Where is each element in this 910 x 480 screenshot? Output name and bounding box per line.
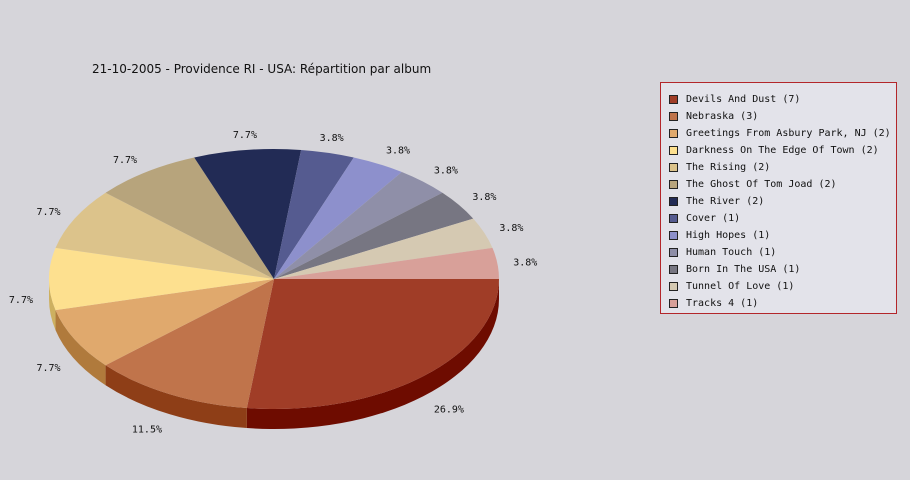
pie-slice-high-hopes <box>274 157 402 279</box>
legend-swatch <box>669 145 678 155</box>
legend-label: Darkness On The Edge Of Town (2) <box>686 144 879 156</box>
chart-title: 21-10-2005 - Providence RI - USA: Répart… <box>92 62 432 76</box>
pie-label-human-touch: 3.8% <box>434 166 458 177</box>
pie-slice-greetings-from-asbury-park-nj <box>55 279 275 366</box>
pie-label-high-hopes: 3.8% <box>386 146 410 157</box>
legend-item-the-ghost-of-tom-joad: The Ghost Of Tom Joad (2) <box>669 177 837 191</box>
legend-item-born-in-the-usa: Born In The USA (1) <box>669 262 800 276</box>
legend-label: Cover (1) <box>686 212 741 224</box>
legend-swatch <box>669 230 678 240</box>
legend-label: Greetings From Asbury Park, NJ (2) <box>686 127 891 139</box>
legend-swatch <box>669 111 678 121</box>
pie-side-greetings-from-asbury-park-nj <box>55 310 106 386</box>
legend-swatch <box>669 162 678 172</box>
legend-label: Born In The USA (1) <box>686 263 801 275</box>
legend-item-tunnel-of-love: Tunnel Of Love (1) <box>669 279 794 293</box>
legend-item-the-river: The River (2) <box>669 194 764 208</box>
pie-chart: 26.9% 11.5% 7.7% 7.7% 7.7% 7.7% 7.7% 3.8% 3.8% 3.… <box>9 130 537 435</box>
pie-slice-the-rising <box>55 192 275 279</box>
pie-slice-the-river <box>194 149 302 279</box>
legend-swatch <box>669 213 678 223</box>
legend-item-devils-and-dust: Devils And Dust (7) <box>669 92 800 106</box>
legend-swatch <box>669 247 678 257</box>
pie-slice-human-touch <box>274 172 443 279</box>
pie-side-darkness-on-the-edge-of-town <box>49 279 56 331</box>
legend-swatch <box>669 264 678 274</box>
pie-label-born-in-the-usa: 3.8% <box>472 192 496 203</box>
legend-swatch <box>669 128 678 138</box>
pie-slice-the-ghost-of-tom-joad <box>105 157 274 279</box>
pie-label-tracks-4: 3.8% <box>513 257 537 268</box>
pie-sides <box>49 279 499 429</box>
legend-item-nebraska: Nebraska (3) <box>669 109 758 123</box>
pie-label-cover: 3.8% <box>320 133 344 144</box>
legend-item-tracks-4: Tracks 4 (1) <box>669 296 758 310</box>
legend-item-the-rising: The Rising (2) <box>669 160 770 174</box>
pie-label-the-rising: 7.7% <box>37 207 61 218</box>
legend-label: The Rising (2) <box>686 161 771 173</box>
legend: Devils And Dust (7) Nebraska (3) Greetings… <box>660 82 897 314</box>
legend-label: Devils And Dust (7) <box>686 93 801 105</box>
legend-label: Nebraska (3) <box>686 110 759 122</box>
pie-slice-born-in-the-usa <box>274 192 474 279</box>
legend-swatch <box>669 94 678 104</box>
pie-slice-cover <box>274 149 354 279</box>
legend-item-darkness-on-the-edge-of-town: Darkness On The Edge Of Town (2) <box>669 143 879 157</box>
pie-slice-nebraska <box>105 279 274 409</box>
pie-tops <box>49 149 499 409</box>
pie-label-devils-and-dust: 26.9% <box>434 404 464 415</box>
legend-swatch <box>669 196 678 206</box>
legend-label: Human Touch (1) <box>686 246 777 258</box>
pie-slice-darkness-on-the-edge-of-town <box>49 247 274 311</box>
legend-item-cover: Cover (1) <box>669 211 740 225</box>
legend-item-greetings-from-asbury-park-nj: Greetings From Asbury Park, NJ (2) <box>669 126 891 140</box>
legend-swatch <box>669 179 678 189</box>
pie-label-the-river: 7.7% <box>233 130 257 141</box>
legend-swatch <box>669 298 678 308</box>
pie-slice-devils-and-dust <box>246 279 499 409</box>
pie-side-nebraska <box>105 365 247 429</box>
pie-label-greetings-from-asbury-park-nj: 7.7% <box>37 363 61 374</box>
pie-label-tunnel-of-love: 3.8% <box>499 223 523 234</box>
legend-swatch <box>669 281 678 291</box>
pie-label-darkness-on-the-edge-of-town: 7.7% <box>9 295 33 306</box>
legend-label: Tunnel Of Love (1) <box>686 280 795 292</box>
pie-label-nebraska: 11.5% <box>132 424 162 435</box>
pie-label-the-ghost-of-tom-joad: 7.7% <box>113 155 137 166</box>
legend-item-high-hopes: High Hopes (1) <box>669 228 770 242</box>
pie-labels: 26.9% 11.5% 7.7% 7.7% 7.7% 7.7% 7.7% 3.8% 3.8% 3.… <box>9 130 537 435</box>
legend-item-human-touch: Human Touch (1) <box>669 245 776 259</box>
legend-label: The River (2) <box>686 195 765 207</box>
pie-side-devils-and-dust <box>246 279 499 429</box>
legend-label: High Hopes (1) <box>686 229 771 241</box>
pie-slice-tracks-4 <box>274 247 499 279</box>
legend-label: The Ghost Of Tom Joad (2) <box>686 178 837 190</box>
legend-label: Tracks 4 (1) <box>686 297 759 309</box>
pie-slice-tunnel-of-love <box>274 218 493 279</box>
